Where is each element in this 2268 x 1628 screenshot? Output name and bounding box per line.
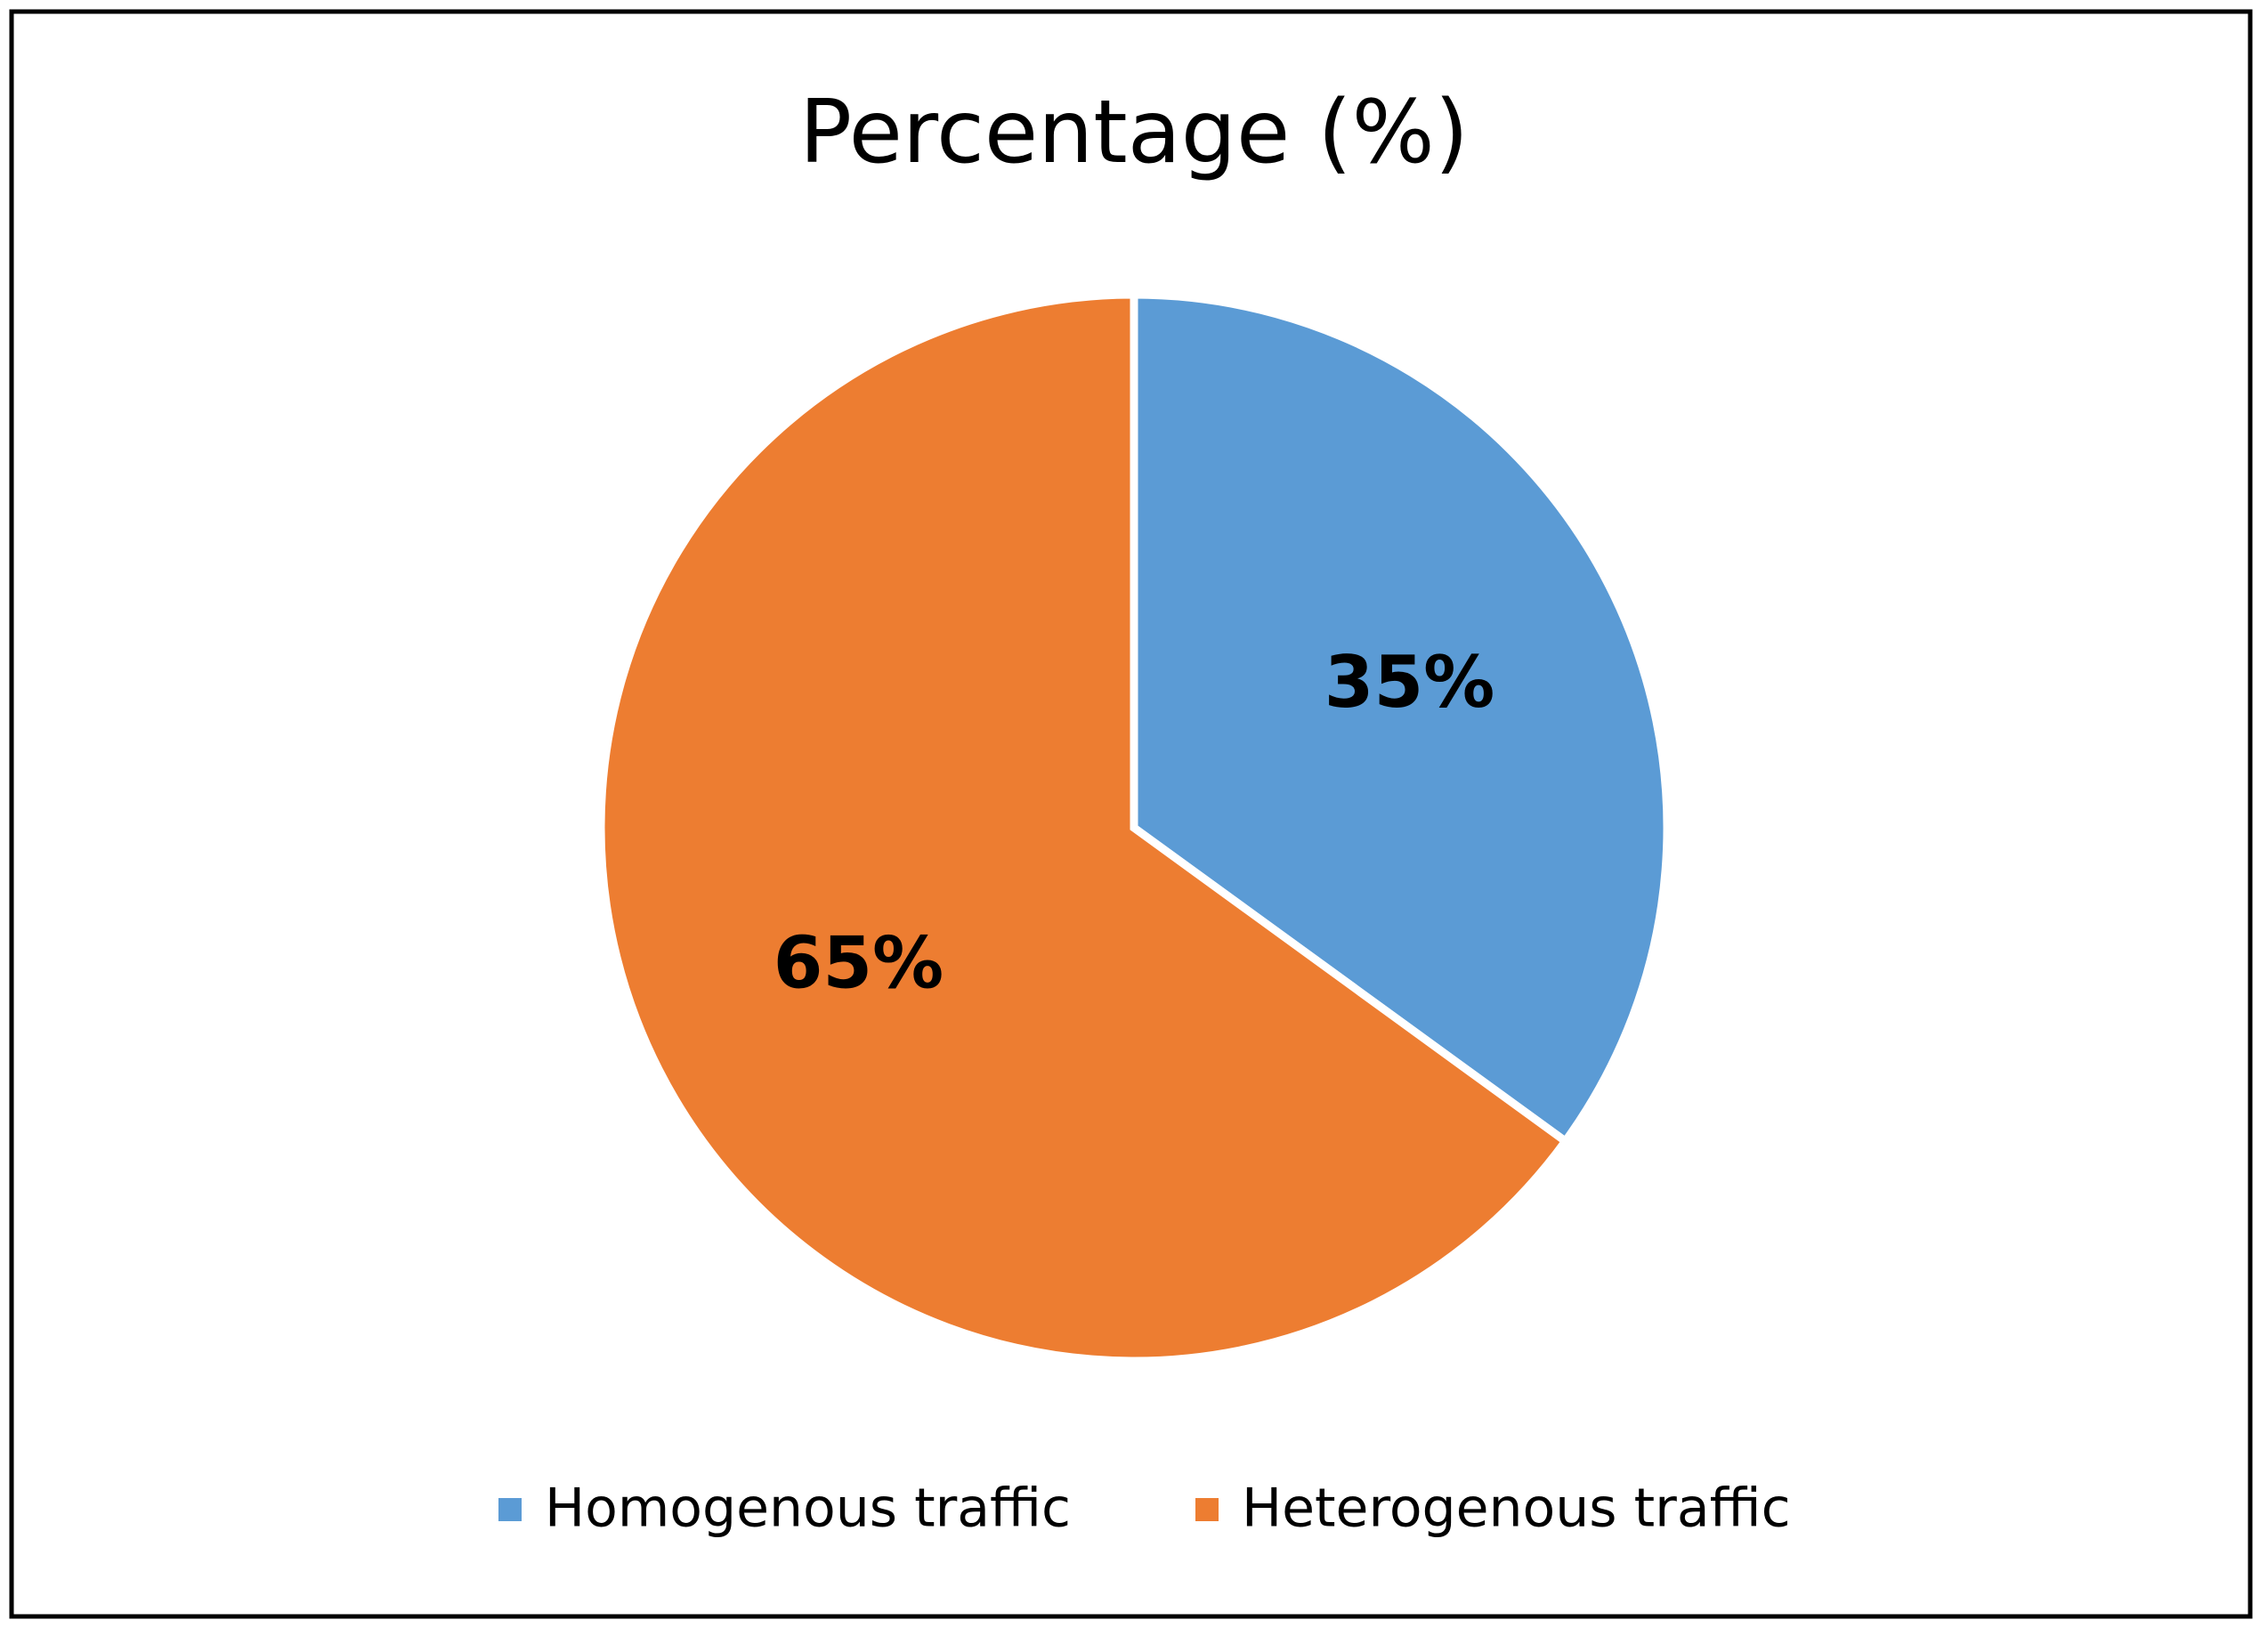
data-label: 65% xyxy=(774,922,944,1005)
legend-swatch xyxy=(498,1498,522,1521)
pie-slice xyxy=(1130,290,1672,1147)
data-label: 35% xyxy=(1324,641,1494,724)
chart-title: Percentage (%) xyxy=(799,82,1469,183)
legend-label: Heterogenous traffic xyxy=(1242,1478,1791,1540)
legend-swatch xyxy=(1195,1498,1219,1521)
pie-slice xyxy=(596,290,1571,1365)
legend-label: Homogenous traffic xyxy=(545,1478,1071,1540)
